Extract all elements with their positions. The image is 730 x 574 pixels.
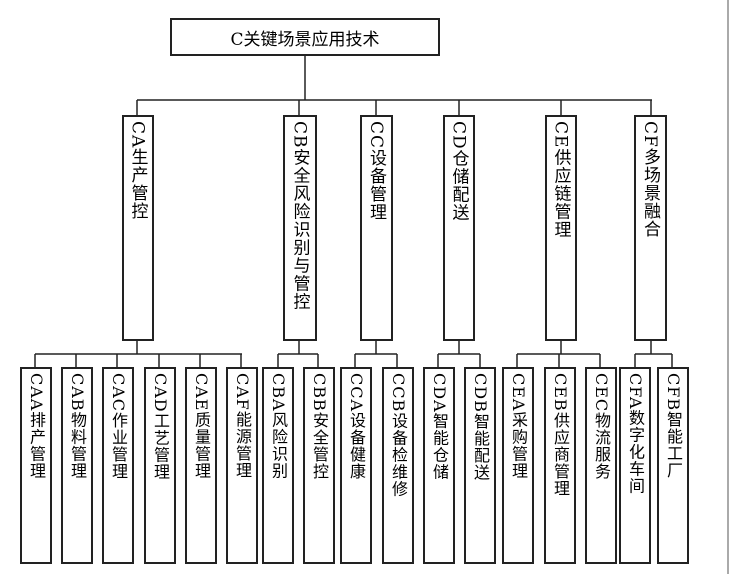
node-label: CBA风险识别 [269, 373, 288, 480]
node-cec: CEC物流服务 [585, 367, 617, 564]
node-label: CAB物料管理 [68, 373, 87, 480]
node-label: CEA采购管理 [509, 373, 528, 480]
node-cfa: CFA数字化车间 [619, 367, 651, 564]
node-label: CB安全风险识别与管控 [289, 121, 310, 311]
node-cca: CCA设备健康 [340, 367, 372, 564]
node-cad: CAD工艺管理 [144, 367, 176, 564]
root-node: C关键场景应用技术 [170, 18, 440, 56]
node-ceb: CEB供应商管理 [544, 367, 576, 564]
node-label: CAF能源管理 [233, 373, 252, 479]
node-cab: CAB物料管理 [61, 367, 93, 564]
node-label: CE供应链管理 [550, 121, 571, 239]
node-caa: CAA排产管理 [20, 367, 52, 564]
node-cea: CEA采购管理 [502, 367, 534, 564]
node-ca: CA生产管控 [122, 115, 154, 341]
node-cac: CAC作业管理 [102, 367, 134, 564]
node-caf: CAF能源管理 [226, 367, 258, 564]
node-label: CAC作业管理 [109, 373, 128, 481]
node-ce: CE供应链管理 [545, 115, 577, 341]
node-ccb: CCB设备检维修 [382, 367, 414, 564]
node-cae: CAE质量管理 [185, 367, 217, 564]
node-label: CC设备管理 [366, 121, 386, 222]
root-label: C关键场景应用技术 [230, 29, 380, 50]
node-label: CCB设备检维修 [389, 373, 408, 498]
node-cfb: CFB智能工厂 [657, 367, 689, 564]
node-cda: CDA智能仓储 [423, 367, 455, 564]
node-label: CFB智能工厂 [664, 373, 683, 480]
node-cb: CB安全风险识别与管控 [283, 115, 317, 341]
node-label: CAE质量管理 [192, 373, 211, 480]
node-cc: CC设备管理 [360, 115, 393, 341]
node-cd: CD仓储配送 [443, 115, 475, 341]
node-label: CCA设备健康 [347, 373, 366, 481]
node-cdb: CDB智能配送 [464, 367, 496, 564]
node-label: CAA排产管理 [27, 373, 46, 480]
node-label: CEB供应商管理 [551, 373, 570, 497]
node-cf: CF多场景融合 [634, 115, 667, 341]
node-label: CDB智能配送 [471, 373, 490, 481]
node-cbb: CBB安全管控 [303, 367, 335, 564]
node-label: CA生产管控 [127, 121, 148, 221]
node-label: CEC物流服务 [592, 373, 611, 481]
node-label: CF多场景融合 [640, 121, 660, 238]
node-cba: CBA风险识别 [262, 367, 294, 564]
node-label: CAD工艺管理 [151, 373, 170, 481]
node-label: CBB安全管控 [310, 373, 329, 480]
node-label: CD仓储配送 [448, 121, 469, 222]
node-label: CFA数字化车间 [626, 373, 645, 495]
node-label: CDA智能仓储 [430, 373, 449, 481]
